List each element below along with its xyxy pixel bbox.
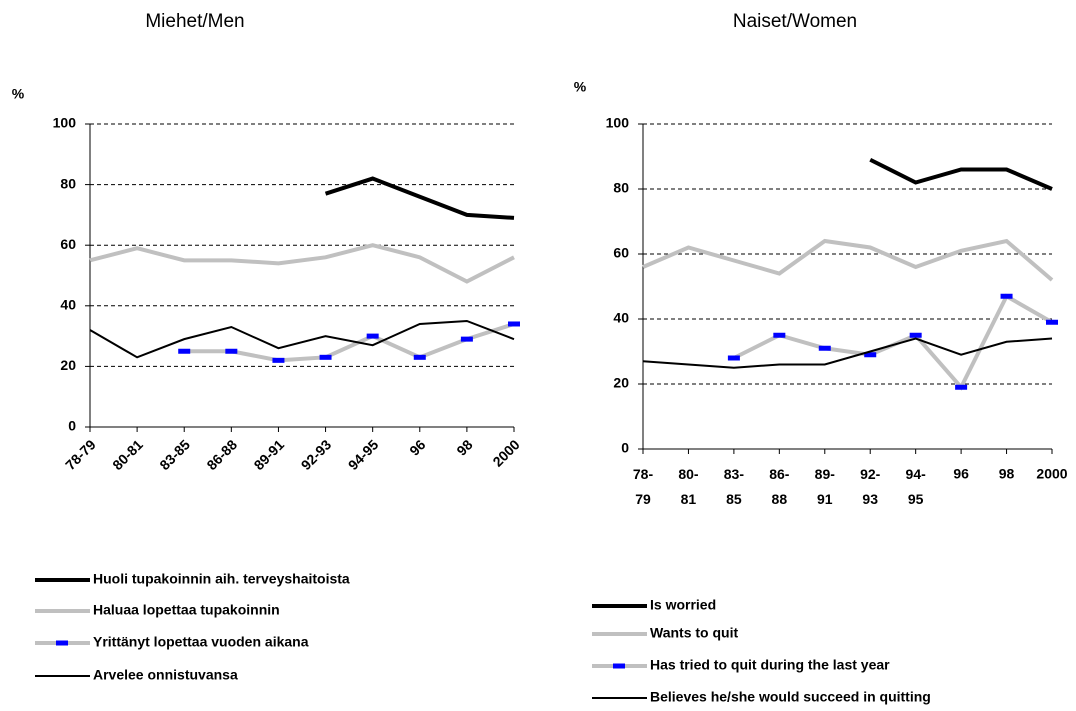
chart-title: Naiset/Women [733,11,857,32]
x-tick-label-part: 86- [769,466,790,482]
x-tick-label: 98 [453,436,475,458]
y-tick-label: 40 [613,310,629,326]
x-tick-label: 78-79 [62,436,99,473]
y-tick-label: 80 [613,180,629,196]
x-tick-label: 92-93 [298,436,335,473]
x-tick-label: 78- 79 [633,466,654,507]
series-line [184,322,515,363]
legend-marker [56,640,68,646]
y-tick-label: 80 [60,175,76,191]
y-tick-label: 0 [68,418,76,434]
x-tick-label: 2000 [1036,466,1067,482]
series-marker [413,354,426,360]
x-tick-label: 94- 95 [906,466,927,507]
chart-title: Miehet/Men [145,11,244,32]
x-tick-label: 86-88 [203,436,240,473]
x-tick-label: 80- 81 [678,466,699,507]
x-tick-label-part: 95 [908,491,924,507]
x-tick-label: 89- 91 [815,466,836,507]
x-tick-label-part: 94- [906,466,927,482]
x-tick-label: 92- 93 [860,466,881,507]
series-line [642,337,1053,369]
series-marker [225,348,238,354]
y-tick-label: 100 [53,115,77,131]
x-tick-label: 89-91 [251,436,288,473]
x-tick-label-part: 92- [860,466,881,482]
series-marker [508,321,520,327]
x-tick-label: 83- 85 [724,466,745,507]
series-marker [1046,319,1058,325]
series-marker [909,332,922,338]
legend-label: Yrittänyt lopettaa vuoden aikana [93,634,309,650]
legend-label: Huoli tupakoinnin aih. terveyshaitoista [93,571,350,587]
x-tick-label-part: 78- [633,466,654,482]
x-tick-label-part: 91 [817,491,833,507]
y-tick-label: 20 [60,357,76,373]
series-line [324,176,515,220]
x-tick-label-part: 85 [726,491,742,507]
legend-marker [613,663,625,669]
series-marker [319,354,332,360]
series-line [642,238,1054,282]
x-tick-label: 96 [953,466,969,482]
series-marker [460,336,473,342]
series-marker [773,332,786,338]
x-tick-label-part: 80- [678,466,699,482]
x-tick-label: 86- 88 [769,466,790,507]
x-tick-label: 2000 [489,436,522,469]
x-tick-label: 98 [999,466,1015,482]
x-tick-label-part: 81 [681,491,697,507]
series-line [89,319,515,359]
x-tick-label-part: 79 [635,491,651,507]
series-marker [727,355,740,361]
series-marker [178,348,191,354]
series-marker [1000,293,1013,299]
x-tick-label: 96 [406,436,428,458]
series-marker [366,333,379,339]
y-tick-label: 100 [606,115,630,131]
legend-label: Has tried to quit during the last year [650,657,890,673]
x-tick-label-part: 89- [815,466,836,482]
y-tick-label: 0 [621,440,629,456]
series-marker [864,352,877,358]
y-tick-label: 20 [613,375,629,391]
y-axis-label: % [12,86,25,102]
y-tick-label: 40 [60,297,76,313]
x-tick-label-part: 88 [772,491,788,507]
series-marker [818,345,831,351]
y-axis-label: % [574,79,587,95]
legend-label: Wants to quit [650,625,738,641]
legend-label: Believes he/she would succeed in quittin… [650,689,931,705]
x-tick-label-part: 93 [862,491,878,507]
y-tick-label: 60 [60,236,76,252]
x-tick-label: 83-85 [156,436,193,473]
series-line [89,243,515,284]
legend-label: Is worried [650,597,716,613]
y-tick-label: 60 [613,245,629,261]
series-line [869,157,1053,191]
series-marker [955,384,968,390]
x-tick-label: 94-95 [345,436,382,473]
legend-label: Arvelee onnistuvansa [93,667,238,683]
series-marker [272,357,285,363]
x-tick-label: 80-81 [109,436,146,473]
legend-label: Haluaa lopettaa tupakoinnin [93,602,280,618]
x-tick-label-part: 83- [724,466,745,482]
